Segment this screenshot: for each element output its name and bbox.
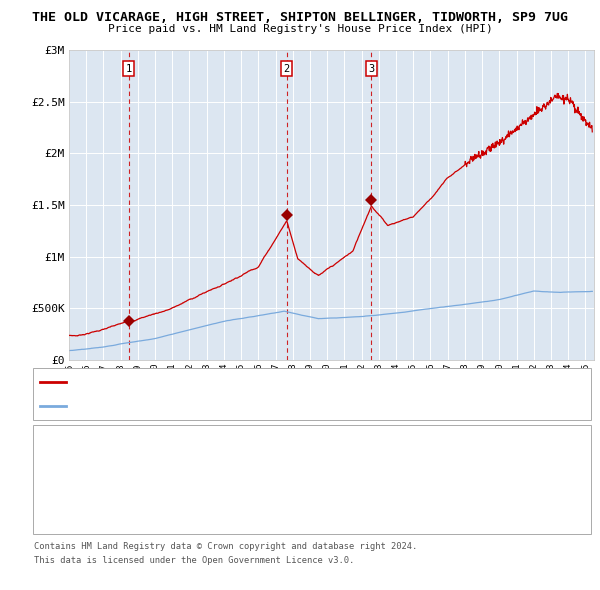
Text: Price paid vs. HM Land Registry's House Price Index (HPI): Price paid vs. HM Land Registry's House … (107, 24, 493, 34)
Text: 15-JUN-1998: 15-JUN-1998 (84, 442, 158, 451)
Text: 312% ↑ HPI: 312% ↑ HPI (381, 509, 449, 519)
Text: HPI: Average price, detached house, Test Valley: HPI: Average price, detached house, Test… (70, 402, 340, 411)
Text: 145% ↑ HPI: 145% ↑ HPI (381, 442, 449, 451)
Text: 1: 1 (44, 442, 52, 451)
Text: THE OLD VICARAGE, HIGH STREET, SHIPTON BELLINGER, TIDWORTH, SP9 7UG (detached): THE OLD VICARAGE, HIGH STREET, SHIPTON B… (70, 378, 519, 386)
Text: £1,550,000: £1,550,000 (255, 509, 323, 519)
Text: Contains HM Land Registry data © Crown copyright and database right 2024.: Contains HM Land Registry data © Crown c… (34, 542, 418, 550)
Text: 3: 3 (44, 509, 52, 519)
Text: £1,400,000: £1,400,000 (255, 476, 323, 486)
Text: This data is licensed under the Open Government Licence v3.0.: This data is licensed under the Open Gov… (34, 556, 355, 565)
Text: 2: 2 (283, 64, 290, 74)
Text: 22-AUG-2007: 22-AUG-2007 (84, 476, 158, 486)
Text: 1: 1 (125, 64, 131, 74)
Text: 2: 2 (44, 476, 52, 486)
Text: THE OLD VICARAGE, HIGH STREET, SHIPTON BELLINGER, TIDWORTH, SP9 7UG: THE OLD VICARAGE, HIGH STREET, SHIPTON B… (32, 11, 568, 24)
Text: 3: 3 (368, 64, 374, 74)
Text: £372,500: £372,500 (255, 442, 309, 451)
Text: 27-JUL-2012: 27-JUL-2012 (84, 509, 158, 519)
Text: 279% ↑ HPI: 279% ↑ HPI (381, 476, 449, 486)
